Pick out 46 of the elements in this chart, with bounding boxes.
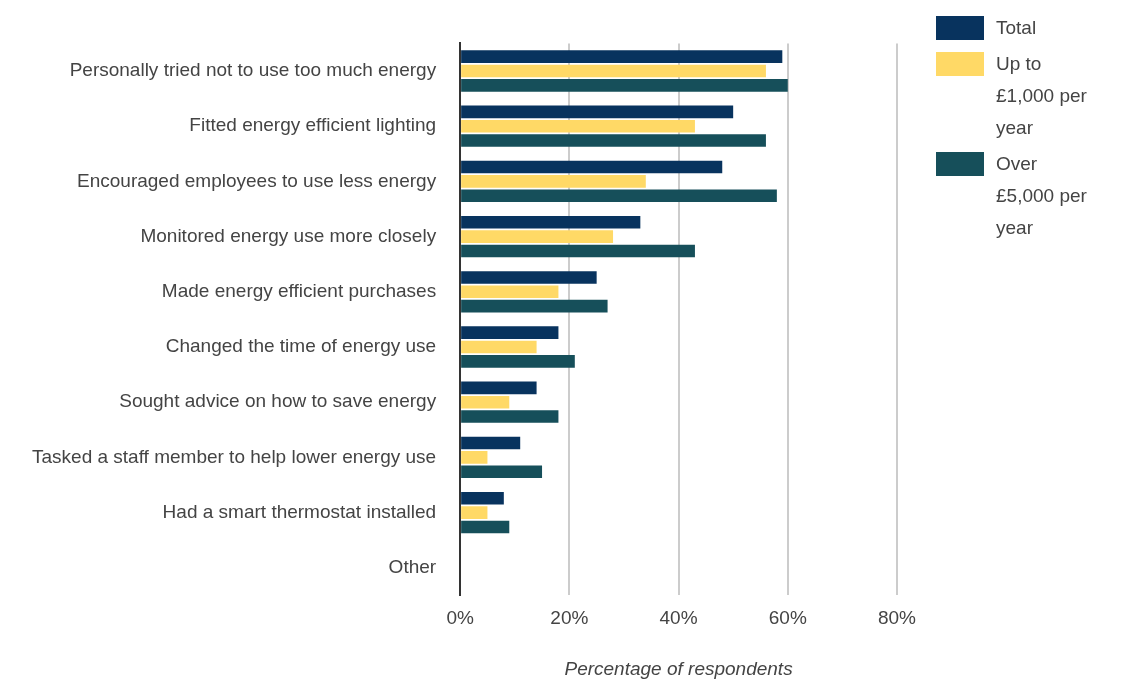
y-tick-label: Had a smart thermostat installed: [162, 500, 437, 522]
bar: [461, 520, 510, 534]
y-tick-label: Changed the time of energy use: [165, 335, 437, 357]
bar: [461, 410, 559, 423]
bar: [461, 271, 597, 284]
y-tick-label: Made energy efficient purchases: [161, 280, 437, 302]
bar: [461, 244, 695, 258]
bar: [461, 436, 521, 450]
x-tick-label: 20%: [550, 607, 589, 629]
bar: [461, 79, 788, 92]
bar: [461, 105, 734, 119]
bar: [461, 50, 783, 63]
bar: [461, 381, 537, 395]
bar: [461, 451, 488, 464]
bar: [461, 355, 575, 368]
y-tick-label: Encouraged employees to use less energy: [77, 169, 437, 191]
x-axis-title: Percentage of respondents: [564, 657, 794, 679]
x-tick-label: 60%: [768, 607, 807, 629]
bar: [461, 175, 646, 188]
bar: [461, 134, 766, 147]
bar: [461, 299, 608, 313]
bar: [461, 465, 543, 479]
bar: [461, 160, 723, 174]
legend-label: Total: [996, 16, 1038, 40]
y-tick-label: Tasked a staff member to help lower energy use: [32, 445, 437, 467]
bar: [461, 285, 559, 299]
bar: [461, 64, 766, 78]
legend-label: Over £5,000 per year: [996, 152, 1088, 240]
y-tick-label: Other: [388, 556, 437, 578]
bar: [461, 326, 559, 339]
bar: [461, 340, 537, 354]
bar: [461, 506, 488, 519]
bar: [461, 215, 641, 229]
bar: [461, 230, 614, 243]
bar: [461, 189, 777, 203]
bar: [461, 395, 510, 409]
bar: [461, 119, 695, 133]
y-tick-label: Personally tried not to use too much energy: [69, 59, 437, 81]
y-tick-label: Fitted energy efficient lighting: [189, 114, 437, 136]
x-tick-label: 80%: [877, 607, 917, 629]
bar: [461, 491, 504, 505]
y-tick-label: Sought advice on how to save energy: [119, 390, 437, 412]
legend-label: Up to £1,000 per year: [996, 52, 1088, 140]
x-tick-label: 0%: [446, 607, 474, 629]
y-tick-label: Monitored energy use more closely: [140, 224, 437, 246]
x-tick-label: 40%: [659, 607, 698, 629]
